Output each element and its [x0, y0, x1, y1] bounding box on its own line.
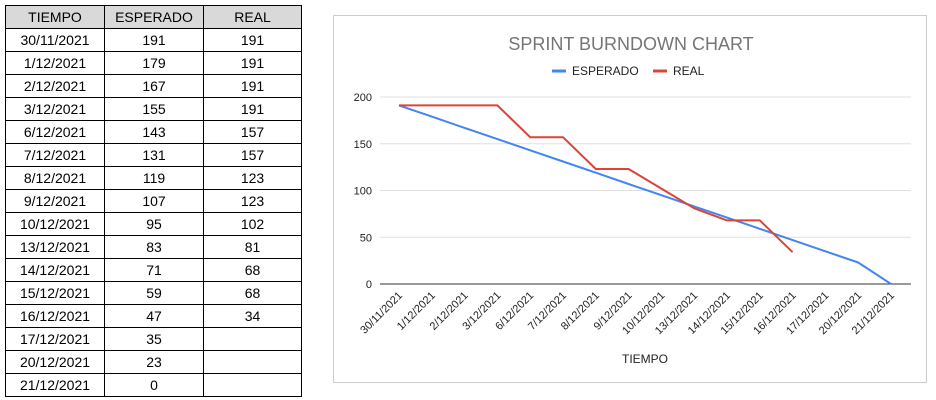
y-axis-ticks: 0 50 100 150 200 — [354, 92, 372, 291]
cell-tiempo[interactable]: 2/12/2021 — [5, 74, 105, 98]
cell-esperado[interactable]: 179 — [104, 51, 204, 75]
cell-real[interactable]: 34 — [203, 304, 302, 328]
cell-esperado[interactable]: 23 — [104, 350, 204, 374]
cell-esperado[interactable]: 83 — [104, 235, 204, 259]
cell-esperado[interactable]: 107 — [104, 189, 204, 213]
table-row: 2/12/2021 167 191 — [5, 74, 302, 98]
table-row: 6/12/2021 143 157 — [5, 120, 302, 144]
cell-real[interactable]: 102 — [203, 212, 302, 236]
cell-real[interactable]: 123 — [203, 189, 302, 213]
cell-esperado[interactable]: 71 — [104, 258, 204, 282]
cell-tiempo[interactable]: 21/12/2021 — [5, 373, 105, 397]
chart-legend: ESPERADO REAL — [552, 64, 705, 78]
table-row: 30/11/2021 191 191 — [5, 28, 302, 52]
cell-real[interactable] — [203, 327, 302, 351]
table-row: 8/12/2021 119 123 — [5, 166, 302, 190]
y-tick-label: 100 — [354, 186, 372, 198]
x-axis-ticks: 30/11/20211/12/20212/12/20213/12/20216/1… — [358, 290, 897, 337]
cell-tiempo[interactable]: 3/12/2021 — [5, 97, 105, 121]
cell-esperado[interactable]: 59 — [104, 281, 204, 305]
header-real[interactable]: REAL — [203, 5, 302, 29]
y-tick-label: 50 — [360, 232, 372, 244]
cell-real[interactable]: 191 — [203, 97, 302, 121]
x-tick-label: 30/11/2021 — [358, 290, 405, 337]
cell-real[interactable]: 68 — [203, 281, 302, 305]
series-line-real[interactable] — [399, 104, 794, 253]
y-tick-label: 0 — [366, 279, 372, 291]
cell-esperado[interactable]: 47 — [104, 304, 204, 328]
cell-real[interactable]: 123 — [203, 166, 302, 190]
data-table: TIEMPO ESPERADO REAL 30/11/2021 191 191 1/1… — [5, 5, 302, 397]
legend-swatch-esperado — [552, 69, 566, 73]
cell-tiempo[interactable]: 30/11/2021 — [5, 28, 105, 52]
cell-esperado[interactable]: 191 — [104, 28, 204, 52]
series-line-esperado[interactable] — [398, 104, 892, 285]
table-body: 30/11/2021 191 191 1/12/2021 179 191 2/12/2021… — [5, 28, 302, 397]
legend-swatch-real — [653, 69, 667, 73]
cell-tiempo[interactable]: 17/12/2021 — [5, 327, 105, 351]
cell-tiempo[interactable]: 20/12/2021 — [5, 350, 105, 374]
cell-tiempo[interactable]: 13/12/2021 — [5, 235, 105, 259]
table-row: 13/12/2021 83 81 — [5, 235, 302, 259]
cell-tiempo[interactable]: 15/12/2021 — [5, 281, 105, 305]
x-axis-label: TIEMPO — [622, 352, 668, 366]
cell-real[interactable]: 157 — [203, 143, 302, 167]
cell-real[interactable] — [203, 350, 302, 374]
cell-real[interactable]: 191 — [203, 28, 302, 52]
table-row: 21/12/2021 0 — [5, 373, 302, 397]
cell-esperado[interactable]: 155 — [104, 97, 204, 121]
cell-esperado[interactable]: 131 — [104, 143, 204, 167]
chart-title: SPRINT BURNDOWN CHART — [508, 34, 753, 54]
table-row: 16/12/2021 47 34 — [5, 304, 302, 328]
cell-esperado[interactable]: 143 — [104, 120, 204, 144]
cell-real[interactable]: 191 — [203, 74, 302, 98]
cell-tiempo[interactable]: 10/12/2021 — [5, 212, 105, 236]
cell-tiempo[interactable]: 1/12/2021 — [5, 51, 105, 75]
cell-tiempo[interactable]: 14/12/2021 — [5, 258, 105, 282]
cell-esperado[interactable]: 119 — [104, 166, 204, 190]
header-tiempo[interactable]: TIEMPO — [5, 5, 105, 29]
chart-series — [398, 104, 892, 285]
cell-tiempo[interactable]: 16/12/2021 — [5, 304, 105, 328]
table-row: 10/12/2021 95 102 — [5, 212, 302, 236]
burndown-chart[interactable]: SPRINT BURNDOWN CHART ESPERADO REAL 0 50 10… — [333, 15, 927, 383]
cell-esperado[interactable]: 95 — [104, 212, 204, 236]
cell-real[interactable]: 81 — [203, 235, 302, 259]
legend-label-real[interactable]: REAL — [673, 64, 705, 78]
legend-label-esperado[interactable]: ESPERADO — [572, 64, 639, 78]
table-row: 14/12/2021 71 68 — [5, 258, 302, 282]
y-tick-label: 200 — [354, 92, 372, 104]
cell-esperado[interactable]: 167 — [104, 74, 204, 98]
cell-esperado[interactable]: 35 — [104, 327, 204, 351]
table-row: 7/12/2021 131 157 — [5, 143, 302, 167]
cell-tiempo[interactable]: 8/12/2021 — [5, 166, 105, 190]
cell-esperado[interactable]: 0 — [104, 373, 204, 397]
cell-real[interactable]: 157 — [203, 120, 302, 144]
cell-tiempo[interactable]: 7/12/2021 — [5, 143, 105, 167]
cell-real[interactable]: 68 — [203, 258, 302, 282]
cell-tiempo[interactable]: 9/12/2021 — [5, 189, 105, 213]
table-row: 9/12/2021 107 123 — [5, 189, 302, 213]
table-row: 17/12/2021 35 — [5, 327, 302, 351]
cell-tiempo[interactable]: 6/12/2021 — [5, 120, 105, 144]
chart-canvas: SPRINT BURNDOWN CHART ESPERADO REAL 0 50 10… — [354, 34, 911, 366]
header-esperado[interactable]: ESPERADO — [104, 5, 204, 29]
cell-real[interactable]: 191 — [203, 51, 302, 75]
table-row: 1/12/2021 179 191 — [5, 51, 302, 75]
cell-real[interactable] — [203, 373, 302, 397]
table-header-row: TIEMPO ESPERADO REAL — [5, 5, 302, 29]
table-row: 3/12/2021 155 191 — [5, 97, 302, 121]
table-row: 20/12/2021 23 — [5, 350, 302, 374]
table-row: 15/12/2021 59 68 — [5, 281, 302, 305]
y-tick-label: 150 — [354, 139, 372, 151]
